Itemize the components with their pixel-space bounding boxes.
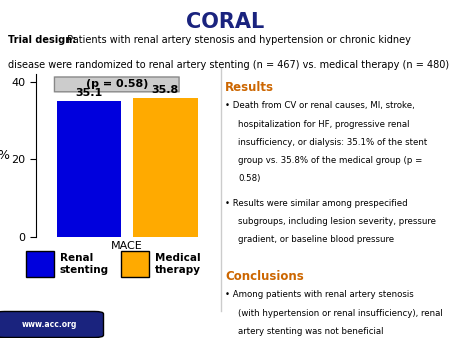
FancyBboxPatch shape (54, 77, 179, 92)
Text: Renal
stenting: Renal stenting (59, 253, 109, 275)
Text: • Results were similar among prespecified: • Results were similar among prespecifie… (225, 199, 408, 208)
Text: CORAL: CORAL (186, 12, 264, 32)
FancyBboxPatch shape (121, 251, 148, 277)
Text: hospitalization for HF, progressive renal: hospitalization for HF, progressive rena… (238, 120, 410, 128)
Text: (with hypertension or renal insufficiency), renal: (with hypertension or renal insufficienc… (238, 309, 443, 318)
Text: Trial design:: Trial design: (8, 34, 76, 45)
Text: (p = 0.58): (p = 0.58) (86, 79, 148, 90)
Text: Results: Results (225, 81, 274, 94)
Text: Conclusions: Conclusions (225, 270, 304, 283)
FancyBboxPatch shape (0, 312, 104, 337)
Text: 35.8: 35.8 (152, 85, 179, 95)
Text: disease were randomized to renal artery stenting (n = 467) vs. medical therapy (: disease were randomized to renal artery … (8, 60, 450, 70)
Text: group vs. 35.8% of the medical group (p =: group vs. 35.8% of the medical group (p … (238, 156, 423, 165)
Bar (57, 101, 122, 237)
Text: • Death from CV or renal causes, MI, stroke,: • Death from CV or renal causes, MI, str… (225, 101, 415, 111)
Y-axis label: %: % (0, 149, 9, 162)
Text: 0.58): 0.58) (238, 174, 261, 183)
Text: www.acc.org: www.acc.org (22, 320, 77, 329)
Bar (133, 98, 198, 237)
Text: • Among patients with renal artery stenosis: • Among patients with renal artery steno… (225, 290, 414, 299)
FancyBboxPatch shape (26, 251, 54, 277)
Text: Medical
therapy: Medical therapy (155, 253, 201, 275)
Text: insufficiency, or dialysis: 35.1% of the stent: insufficiency, or dialysis: 35.1% of the… (238, 138, 428, 147)
Text: 35.1: 35.1 (76, 88, 103, 98)
Text: Patients with renal artery stenosis and hypertension or chronic kidney: Patients with renal artery stenosis and … (64, 34, 411, 45)
Text: artery stenting was not beneficial: artery stenting was not beneficial (238, 327, 384, 336)
Text: gradient, or baseline blood pressure: gradient, or baseline blood pressure (238, 235, 394, 244)
Text: subgroups, including lesion severity, pressure: subgroups, including lesion severity, pr… (238, 217, 436, 226)
